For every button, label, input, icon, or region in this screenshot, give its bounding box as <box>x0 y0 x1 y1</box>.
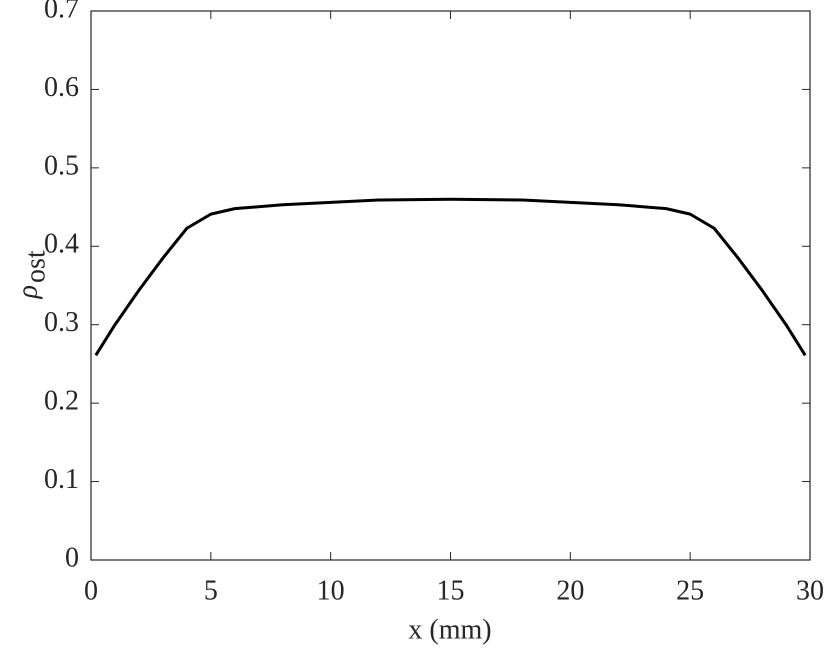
x-tick-label: 5 <box>204 575 218 606</box>
x-axis-label: x (mm) <box>408 614 491 645</box>
plot-frame <box>90 10 811 561</box>
x-tick-label: 10 <box>317 575 345 606</box>
x-tick-label: 30 <box>796 575 824 606</box>
y-axis-label: ρ <box>12 285 43 299</box>
y-tick-label: 0.5 <box>44 150 79 181</box>
y-tick-label: 0.3 <box>44 307 79 338</box>
x-tick-label: 20 <box>556 575 584 606</box>
y-tick-label: 0.7 <box>44 0 79 24</box>
y-tick-label: 0.6 <box>44 72 79 103</box>
data-line <box>94 197 807 357</box>
y-axis-label-group: ρ ost <box>12 250 51 299</box>
y-tick-label: 0.2 <box>44 386 79 417</box>
y-tick-label: 0 <box>65 542 79 573</box>
y-tick-label: 0.1 <box>44 464 79 495</box>
x-tick-label: 25 <box>676 575 704 606</box>
x-tick-label: 0 <box>84 575 98 606</box>
x-tick-label: 15 <box>437 575 465 606</box>
y-axis-label-sub: ost <box>20 250 51 283</box>
y-tick-label: 0.4 <box>44 229 79 260</box>
